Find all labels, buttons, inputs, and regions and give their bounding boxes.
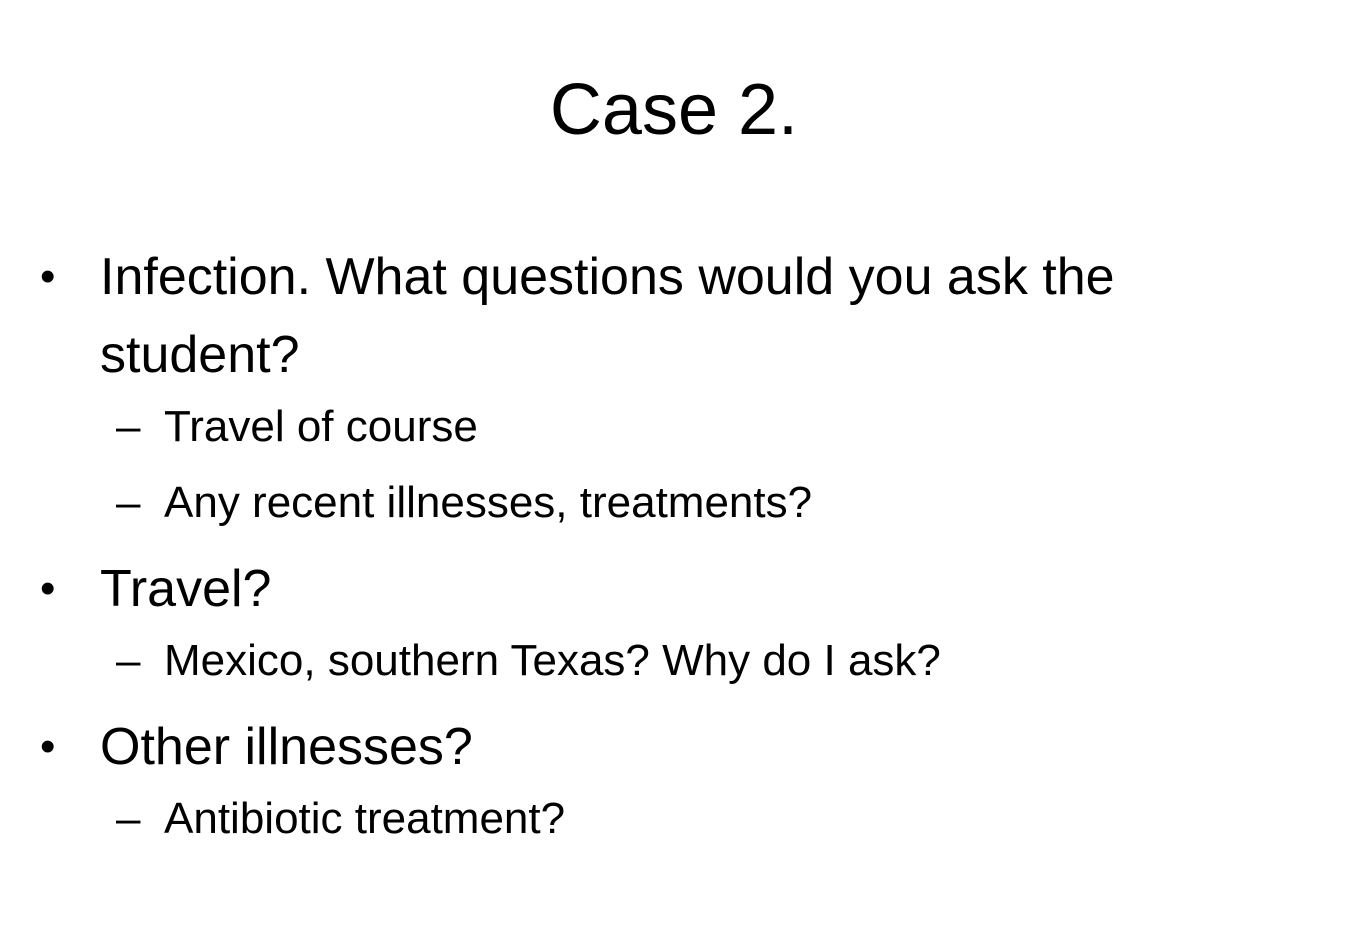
bullet-item: • Infection. What questions would you as… [40,238,1300,394]
bullet-icon: • [40,252,56,301]
bullet-icon: • [40,564,56,613]
bullet-list: • Infection. What questions would you as… [40,238,1300,866]
bullet-text: Infection. What questions would you ask … [100,248,1115,384]
sub-bullet-item: – Travel of course [40,398,1300,456]
bullet-item: • Travel? [40,550,1300,628]
dash-icon: – [116,478,141,527]
slide-title: Case 2. [549,70,799,150]
bullet-icon: • [40,722,56,771]
dash-icon: – [116,402,141,451]
bullet-text: Travel? [100,560,272,618]
dash-icon: – [116,794,141,843]
sub-bullet-text: Travel of course [164,402,478,451]
bullet-item: • Other illnesses? [40,708,1300,786]
sub-bullet-item: – Any recent illnesses, treatments? [40,474,1300,532]
sub-bullet-item: – Mexico, southern Texas? Why do I ask? [40,632,1300,690]
sub-bullet-text: Any recent illnesses, treatments? [164,478,813,527]
sub-bullet-item: – Antibiotic treatment? [40,790,1300,848]
sub-bullet-text: Mexico, southern Texas? Why do I ask? [164,636,941,685]
sub-bullet-text: Antibiotic treatment? [164,794,566,843]
bullet-text: Other illnesses? [100,718,473,776]
dash-icon: – [116,636,141,685]
